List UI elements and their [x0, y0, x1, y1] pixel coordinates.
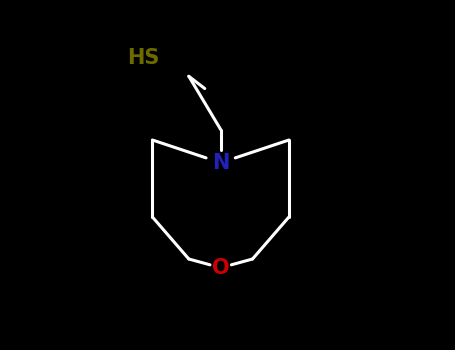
Text: O: O — [212, 258, 229, 278]
Text: N: N — [212, 153, 229, 173]
Text: HS: HS — [127, 48, 160, 68]
